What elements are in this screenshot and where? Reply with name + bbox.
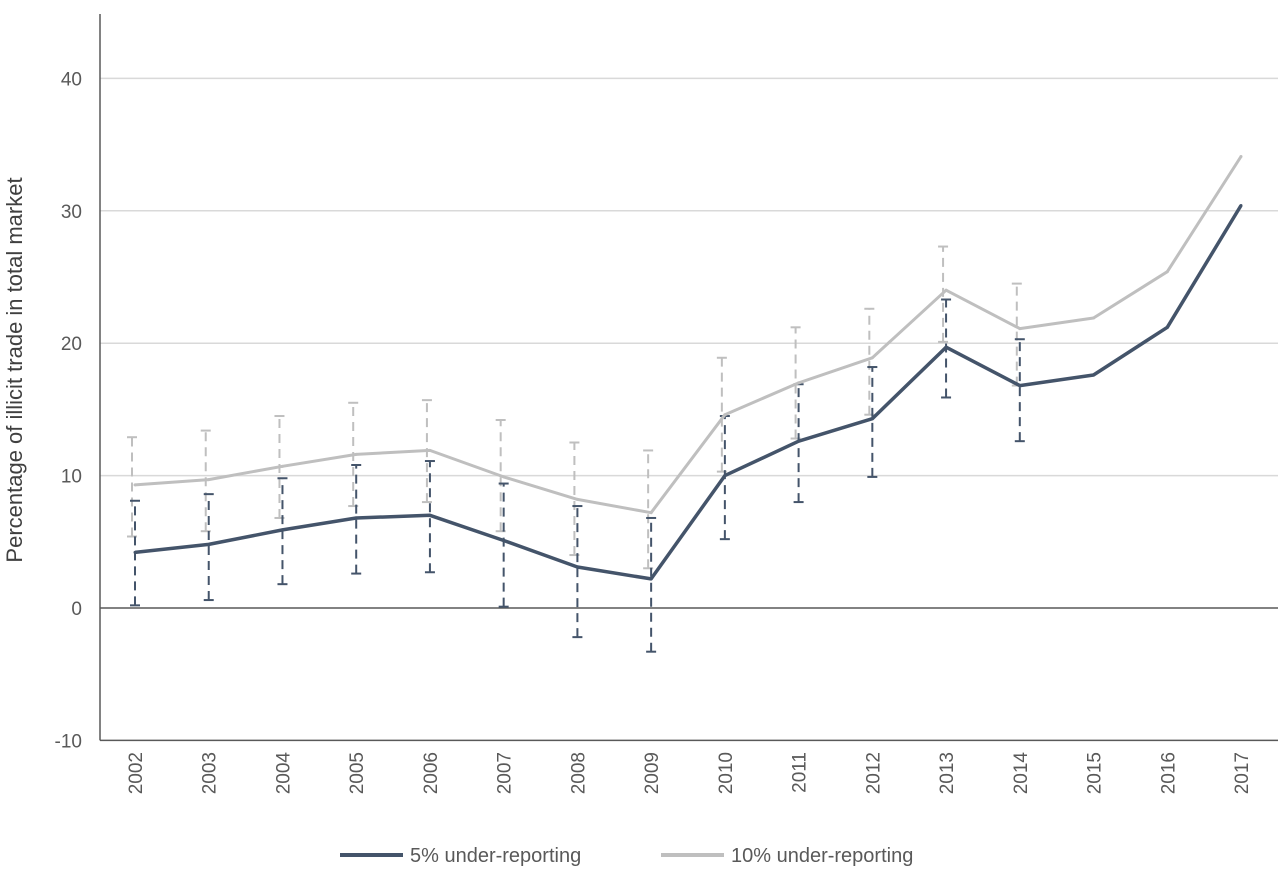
x-tick-label: 2016	[1158, 752, 1179, 794]
x-tick-label: 2012	[863, 752, 884, 794]
series-line-10pct	[134, 155, 1243, 515]
data-point	[1165, 270, 1169, 274]
data-point	[944, 288, 948, 292]
data-point	[133, 550, 137, 554]
data-point	[502, 475, 506, 479]
data-point	[207, 542, 211, 546]
data-point	[1018, 384, 1022, 388]
data-point	[1018, 327, 1022, 331]
data-point	[1092, 316, 1096, 320]
data-point	[1239, 204, 1243, 208]
data-point	[575, 497, 579, 501]
data-point	[428, 513, 432, 517]
y-tick-label: 30	[61, 202, 82, 223]
data-point	[1165, 325, 1169, 329]
data-point	[870, 417, 874, 421]
x-tick-label: 2002	[126, 752, 147, 794]
y-axis-title: Percentage of illicit trade in total mar…	[2, 177, 27, 562]
data-point	[797, 439, 801, 443]
y-tick-label: -10	[55, 731, 82, 752]
y-tick-label: 10	[61, 467, 82, 488]
data-point	[280, 464, 284, 468]
data-point	[207, 478, 211, 482]
data-point	[575, 565, 579, 569]
data-point	[354, 452, 358, 456]
x-tick-label: 2009	[642, 752, 663, 794]
data-point	[723, 474, 727, 478]
x-tick-label: 2005	[347, 752, 368, 794]
x-tick-label: 2015	[1085, 752, 1106, 794]
data-point	[354, 516, 358, 520]
data-point	[870, 356, 874, 360]
gridlines	[100, 77, 1278, 477]
data-point	[797, 381, 801, 385]
x-tick-label: 2013	[937, 752, 958, 794]
data-point	[944, 345, 948, 349]
legend-label-5pct: 5% under-reporting	[410, 845, 581, 867]
data-point	[1239, 155, 1243, 159]
y-tick-label: 0	[71, 599, 82, 620]
y-tick-label: 20	[61, 334, 82, 355]
data-point	[1092, 373, 1096, 377]
x-tick-label: 2007	[495, 752, 516, 794]
tick-labels: -10 0 10 20 30 40 2002 2003 2004 2005 2006 2007 2008…	[55, 69, 1253, 794]
data-point	[649, 577, 653, 581]
x-tick-label: 2017	[1232, 752, 1253, 794]
x-tick-label: 2006	[421, 752, 442, 794]
x-tick-label: 2014	[1011, 752, 1032, 795]
axes	[99, 14, 1278, 742]
series-lines	[133, 155, 1243, 581]
data-point	[133, 483, 137, 487]
legend: 5% under-reporting 10% under-reporting	[340, 845, 913, 867]
x-tick-label: 2004	[273, 752, 294, 795]
data-point	[428, 448, 432, 452]
data-point	[502, 538, 506, 542]
data-point	[649, 511, 653, 515]
error-bars	[127, 245, 1025, 653]
legend-label-10pct: 10% under-reporting	[731, 845, 913, 867]
x-tick-label: 2011	[790, 752, 811, 793]
data-point	[280, 528, 284, 532]
y-tick-label: 40	[61, 69, 82, 90]
x-tick-label: 2003	[200, 752, 221, 794]
x-tick-label: 2010	[716, 752, 737, 794]
data-point	[723, 413, 727, 417]
series-line-5pct	[134, 204, 1243, 581]
x-tick-label: 2008	[568, 752, 589, 794]
